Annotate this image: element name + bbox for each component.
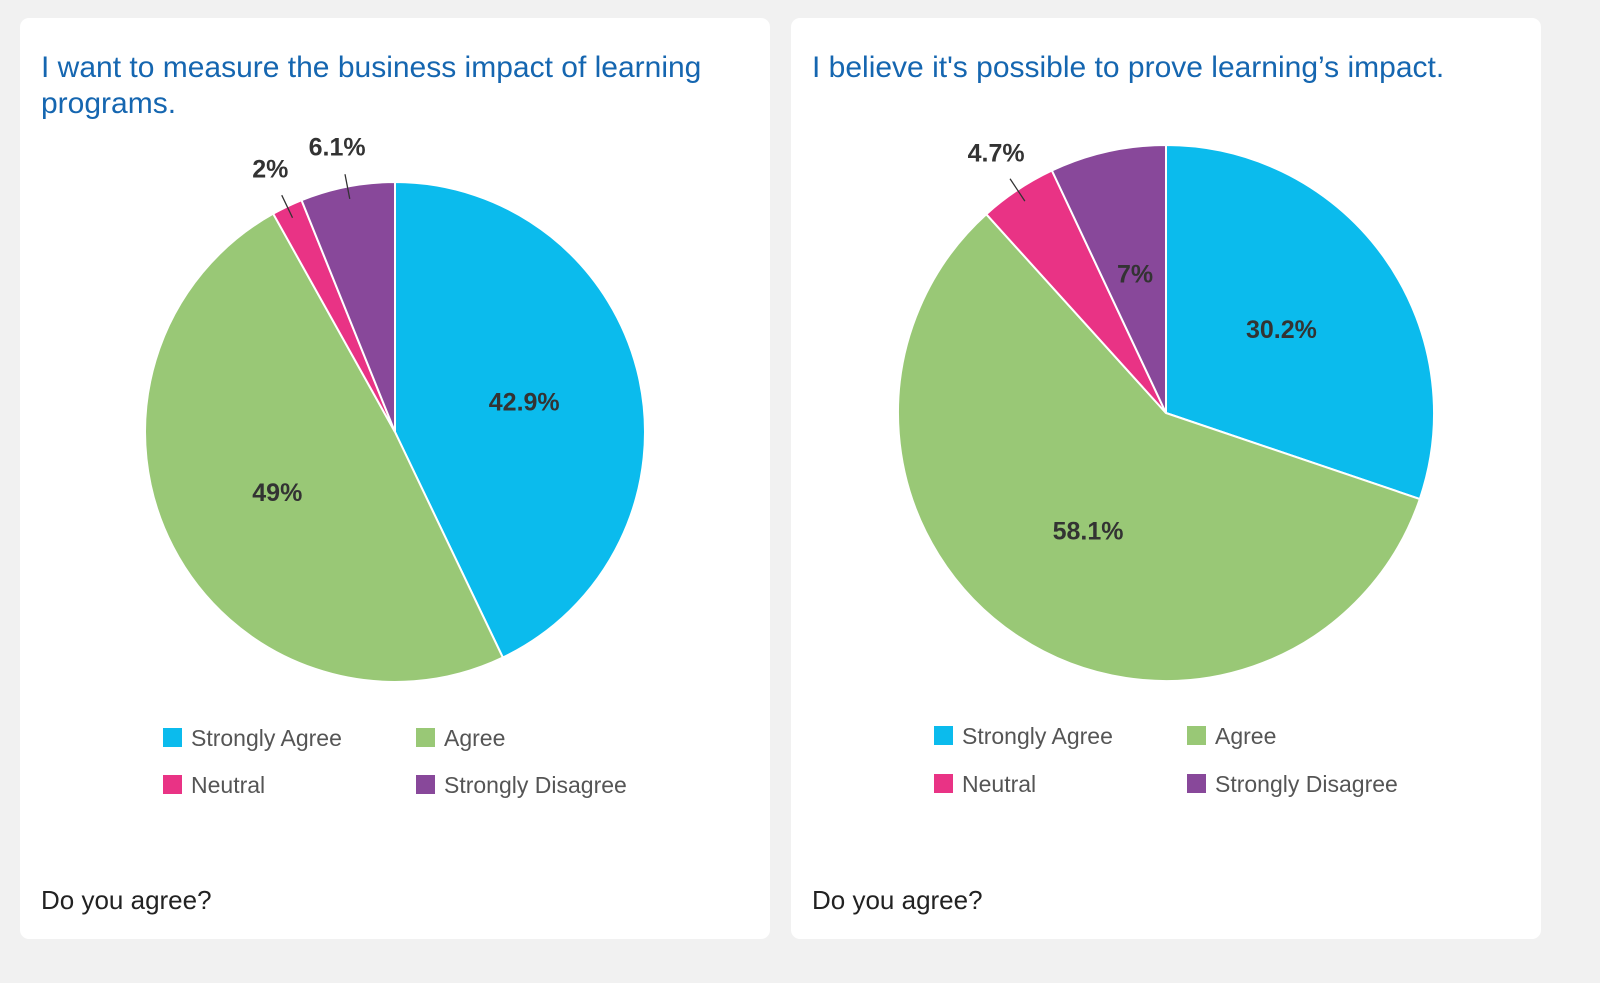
legend-item-neutral[interactable]: Neutral (934, 771, 1036, 797)
legend-item-agree[interactable]: Agree (1187, 723, 1276, 749)
leader-line-neutral (281, 194, 294, 219)
legend-label: Strongly Disagree (1215, 771, 1398, 797)
legend-label: Strongly Agree (962, 723, 1113, 749)
leader-line-strongly-disagree (344, 174, 351, 199)
chart-title: I believe it's possible to prove learnin… (812, 51, 1445, 84)
legend-swatch (934, 726, 953, 745)
chart-title: I want to measure the business impact of… (41, 51, 702, 120)
pie-slice-strongly-agree[interactable] (394, 180, 646, 659)
data-label-strongly-agree: 42.9% (489, 389, 560, 417)
legend-label: Strongly Agree (191, 725, 342, 751)
data-label-neutral: 2% (252, 156, 288, 184)
pie-slices (144, 180, 646, 683)
legend-label: Agree (1215, 723, 1276, 749)
legend-item-strongly-agree[interactable]: Strongly Agree (163, 725, 342, 751)
legend-swatch (163, 728, 182, 747)
legend-swatch (416, 775, 435, 794)
chart-card-prove-impact: I believe it's possible to prove learnin… (791, 18, 1541, 939)
chart-legend: Strongly Agree Agree Neutral Strongly Disag… (163, 725, 627, 798)
legend-swatch (1187, 726, 1206, 745)
pie-slice-agree[interactable] (144, 212, 505, 683)
legend-label: Agree (444, 725, 505, 751)
chart-footer: Do you agree? (812, 885, 983, 915)
legend-label: Neutral (962, 771, 1036, 797)
legend-swatch (1187, 774, 1206, 793)
legend-swatch (934, 774, 953, 793)
legend-label: Strongly Disagree (444, 772, 627, 798)
pie-slices (897, 143, 1435, 682)
data-label-strongly-agree: 30.2% (1246, 316, 1317, 344)
data-label-agree: 58.1% (1053, 518, 1124, 546)
data-label-neutral: 4.7% (968, 139, 1025, 167)
data-label-strongly-disagree: 7% (1117, 260, 1153, 288)
legend-item-neutral[interactable]: Neutral (163, 772, 265, 798)
legend-label: Neutral (191, 772, 265, 798)
data-label-strongly-disagree: 6.1% (309, 134, 366, 162)
pie-slice-agree[interactable] (897, 212, 1422, 682)
legend-swatch (416, 728, 435, 747)
data-label-agree: 49% (252, 479, 302, 507)
legend-item-strongly-agree[interactable]: Strongly Agree (934, 723, 1113, 749)
pie-slice-strongly-agree[interactable] (1165, 143, 1435, 501)
chart-footer: Do you agree? (41, 885, 212, 915)
legend-item-agree[interactable]: Agree (416, 725, 505, 751)
legend-swatch (163, 775, 182, 794)
data-labels: 42.9% 49% 2% 6.1% (252, 134, 559, 507)
leader-line-neutral (1009, 178, 1026, 202)
data-labels: 30.2% 58.1% 4.7% 7% (968, 139, 1317, 545)
chart-legend: Strongly Agree Agree Neutral Strongly Disag… (934, 723, 1398, 797)
pie-chart: 42.9% 49% 2% 6.1% Strongly Agree Agree Neutral… (144, 134, 646, 798)
legend-item-strongly-disagree[interactable]: Strongly Disagree (416, 772, 627, 798)
legend-item-strongly-disagree[interactable]: Strongly Disagree (1187, 771, 1398, 797)
pie-slice-strongly-disagree[interactable] (1050, 143, 1167, 414)
chart-card-business-impact: I want to measure the business impact of… (20, 18, 770, 939)
pie-chart: 30.2% 58.1% 4.7% 7% Strongly Agree Agree Neutr… (897, 139, 1435, 797)
